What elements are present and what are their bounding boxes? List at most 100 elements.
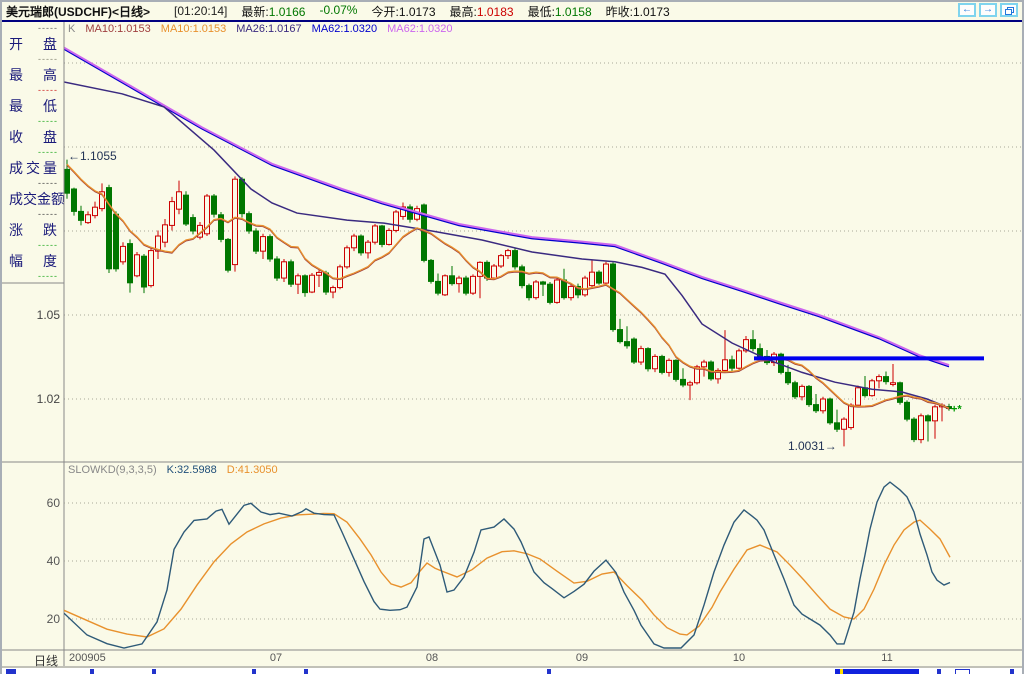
candle-body-down (449, 275, 455, 285)
candle-body-up (799, 385, 805, 398)
candle-body-up (533, 281, 539, 299)
candle-body-up (666, 359, 672, 373)
candle-body-up (491, 265, 497, 279)
candle-body-down (575, 285, 581, 296)
candle-body-up (162, 224, 168, 243)
month-tick-08: 08 (425, 652, 439, 664)
sidebar-value-5: ----- (38, 209, 58, 219)
candle-body-up (876, 376, 882, 382)
candle-body-up (890, 382, 896, 385)
candle-body-up (820, 398, 826, 412)
sidebar-value-2: ----- (38, 116, 58, 126)
candle-body-up (295, 275, 301, 285)
candle-body-down (596, 271, 602, 284)
candle-body-up (176, 191, 182, 210)
candle-body-up (736, 350, 742, 369)
month-tick-10: 10 (732, 652, 746, 664)
candle-body-down (512, 250, 518, 268)
candle-body-down (106, 187, 112, 270)
month-tick-07: 07 (269, 652, 283, 664)
slowkd-title: SLOWKD(9,3,3,5) (68, 464, 157, 476)
candle-body-up (442, 275, 448, 296)
candle-body-down (302, 275, 308, 294)
ma-legend-4: MA62:1.0320 (387, 23, 453, 35)
title-buttons: ← → (958, 3, 1018, 17)
candle-body-up (316, 271, 322, 276)
candle-body-up (498, 255, 504, 267)
candle-body-up (85, 214, 91, 224)
candle-body-down (813, 404, 819, 412)
candle-body-down (127, 243, 133, 284)
ma62-line-blue (64, 48, 950, 368)
candle-body-up (330, 287, 336, 293)
sidebar-value-1: ----- (38, 85, 58, 95)
candle-body-down (428, 259, 434, 282)
candle-body-up (638, 348, 644, 363)
quote-field-0: 最新:1.0166 (241, 4, 306, 19)
candle-body-up (204, 195, 210, 235)
candle-body-up (652, 355, 658, 370)
ma-legend-2: MA26:1.0167 (236, 23, 302, 35)
sidebar-value-4: ----- (38, 178, 58, 188)
candle-body-down (71, 188, 77, 212)
slowkd-d-line (64, 512, 951, 638)
candle-body-down (834, 422, 840, 430)
candle-body-up (743, 339, 749, 352)
bottom-scroll-strip[interactable] (2, 668, 1022, 674)
candle-body-down (239, 178, 245, 215)
candle-body-up (470, 275, 476, 294)
candle-body-down (211, 195, 217, 215)
candle-body-down (785, 371, 791, 384)
quote-sidebar: ----- 开盘 ----- 最高 ----- 最低 ----- 收盘 ----- 成交量 ----… (2, 22, 65, 283)
sidebar-top-dash: ----- (38, 23, 58, 33)
strip-mark-5 (547, 669, 551, 674)
candle-body-up (169, 201, 175, 226)
price-axis-label: 1.02 (37, 392, 61, 406)
ma-legend-3: MA62:1.0320 (311, 23, 378, 35)
candle-body-up (400, 206, 406, 217)
quote-field-3: 最高:1.0183 (449, 4, 514, 19)
quote-field-2: 今开:1.0173 (371, 4, 436, 19)
back-arrow-button[interactable]: ← (958, 3, 976, 17)
slowkd-k-value: K:32.5988 (166, 464, 217, 476)
strip-mark-0 (6, 669, 16, 674)
ma-legend-row: K MA10:1.0153 MA10:1.0153 MA26:1.0167 MA62:1… (68, 23, 453, 35)
sidebar-field-6: 涨跌 (9, 222, 57, 238)
candle-body-up (344, 247, 350, 268)
candle-body-up (855, 387, 861, 406)
kd-axis-label: 40 (47, 554, 61, 568)
candle-body-down (883, 376, 889, 383)
candle-body-down (659, 355, 665, 373)
candle-body-down (561, 279, 567, 299)
candle-body-down (624, 341, 630, 347)
strip-mark-1 (90, 669, 94, 674)
candle-body-up (722, 359, 728, 371)
strip-mark-7 (840, 669, 843, 674)
ma-legend-0: MA10:1.0153 (85, 23, 151, 35)
high-price-annotation: ←1.1055 (68, 149, 117, 163)
ma10-line-darkred (66, 164, 950, 410)
quote-field-5: 昨收:1.0173 (605, 4, 670, 19)
candle-body-down (631, 338, 637, 363)
sidebar-value-3: ----- (38, 147, 58, 157)
candle-body-up (351, 235, 357, 249)
candle-body-down (806, 385, 812, 406)
candle-body-up (386, 229, 392, 245)
strip-mark-3 (252, 669, 256, 674)
sidebar-value-6: ----- (38, 240, 58, 250)
candle-body-up (505, 250, 511, 257)
candle-body-up (582, 277, 588, 296)
ma26-line (64, 81, 950, 409)
candle-body-up (99, 191, 105, 210)
candle-body-down (526, 285, 532, 299)
candle-body-down (862, 387, 868, 397)
forward-arrow-button[interactable]: → (979, 3, 997, 17)
candle-body-up (372, 225, 378, 243)
candle-body-up (694, 366, 700, 384)
slowkd-legend-row: SLOWKD(9,3,3,5) K:32.5988 D:41.3050 (68, 464, 278, 476)
month-tick-200905: 200905 (69, 652, 106, 664)
ma62-line-violet (64, 46, 950, 367)
month-tick-09: 09 (575, 652, 589, 664)
cascade-button[interactable] (1000, 3, 1018, 17)
